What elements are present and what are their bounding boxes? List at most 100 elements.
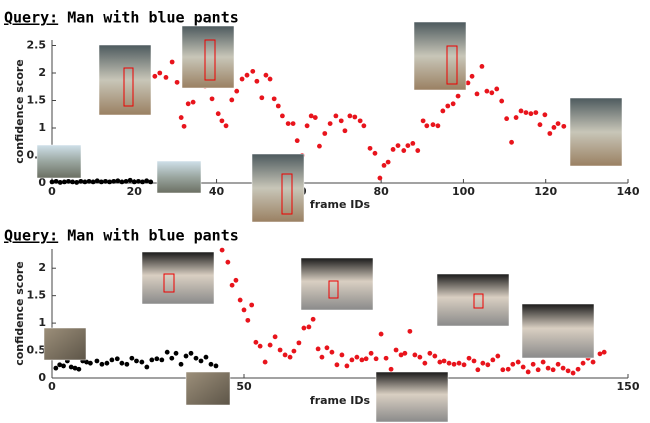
point	[361, 123, 366, 128]
point	[542, 112, 547, 117]
point	[509, 140, 514, 145]
point	[475, 367, 480, 372]
point	[480, 64, 485, 69]
query-label: Query:	[4, 9, 58, 27]
point	[470, 74, 475, 79]
figure: Query:Man with blue pants00.511.522.5020…	[0, 0, 650, 423]
point	[184, 354, 189, 359]
point	[551, 367, 556, 372]
point	[598, 351, 603, 356]
point	[74, 180, 79, 185]
point	[546, 366, 551, 371]
thumbnail	[437, 274, 509, 326]
point	[484, 89, 489, 94]
point	[440, 109, 445, 114]
point	[245, 318, 250, 323]
thumbnail	[414, 22, 466, 90]
x-tick-label: 20	[127, 185, 143, 198]
point	[514, 115, 519, 120]
point	[189, 351, 194, 356]
point	[472, 359, 477, 364]
point	[53, 366, 58, 371]
point	[347, 114, 352, 119]
point	[306, 325, 311, 330]
point	[368, 146, 373, 151]
point	[480, 361, 485, 366]
point	[524, 110, 529, 115]
x-tick-label: 150	[617, 380, 640, 393]
y-tick-label: 1	[38, 121, 46, 134]
point	[374, 356, 379, 361]
point	[561, 124, 566, 129]
point	[389, 367, 394, 372]
point	[405, 143, 410, 148]
point	[297, 340, 302, 345]
point	[165, 350, 170, 355]
point	[76, 367, 81, 372]
point	[373, 151, 378, 156]
point	[88, 361, 93, 366]
point	[103, 179, 108, 184]
point	[421, 118, 426, 123]
point	[250, 69, 255, 74]
point	[396, 143, 401, 148]
point	[174, 351, 179, 356]
point	[526, 370, 531, 375]
point	[328, 121, 333, 126]
x-tick-label: 50	[236, 380, 252, 393]
point	[268, 343, 273, 348]
point	[105, 361, 110, 366]
point	[343, 128, 348, 133]
point	[134, 359, 139, 364]
point	[268, 77, 273, 82]
point	[495, 354, 500, 359]
point	[382, 163, 387, 168]
point	[556, 121, 561, 126]
chart-title: Man with blue pants	[67, 9, 239, 27]
point	[489, 90, 494, 95]
point	[407, 329, 412, 334]
x-axis-label: frame IDs	[310, 394, 371, 407]
point	[467, 356, 472, 361]
point	[358, 118, 363, 123]
point	[199, 359, 204, 364]
point	[78, 179, 83, 184]
point	[194, 356, 199, 361]
point	[541, 360, 546, 365]
x-tick-label: 80	[373, 185, 389, 198]
point	[335, 362, 340, 367]
thumbnails	[37, 22, 622, 422]
point	[533, 110, 538, 115]
point	[316, 347, 321, 352]
point	[286, 121, 291, 126]
point	[107, 180, 112, 185]
y-tick-label: 2	[38, 261, 46, 274]
point	[132, 180, 137, 185]
point	[529, 111, 534, 116]
point	[245, 73, 250, 78]
point	[110, 357, 115, 362]
x-tick-label: 0	[48, 185, 56, 198]
point	[61, 364, 66, 369]
query-label: Query:	[4, 227, 58, 245]
point	[111, 179, 116, 184]
x-tick-label: 0	[48, 380, 56, 393]
point	[209, 362, 214, 367]
point	[91, 180, 96, 185]
thumbnail	[142, 252, 214, 304]
thumbnail	[186, 372, 230, 405]
point	[175, 80, 180, 85]
point	[602, 350, 607, 355]
point	[442, 359, 447, 364]
point	[490, 357, 495, 362]
point	[456, 94, 461, 99]
point	[214, 364, 219, 369]
point	[378, 176, 383, 181]
point	[225, 260, 230, 265]
point	[552, 125, 557, 130]
thumbnail	[376, 372, 448, 422]
point	[136, 179, 141, 184]
point	[280, 114, 285, 119]
point	[154, 356, 159, 361]
point	[216, 111, 221, 116]
